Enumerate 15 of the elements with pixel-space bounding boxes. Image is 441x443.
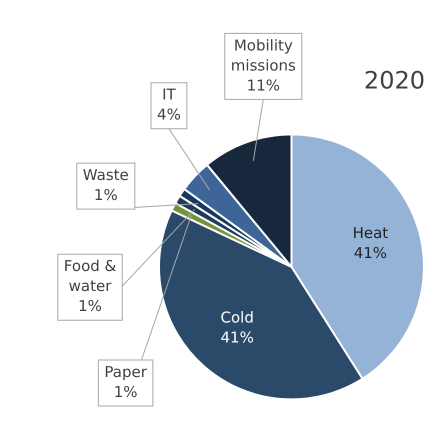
slice-label: Heat bbox=[352, 224, 388, 242]
data-label: 41% bbox=[220, 328, 254, 346]
slice-label: Paper bbox=[104, 362, 148, 381]
data-label: 1% bbox=[94, 186, 118, 204]
data-label: 1% bbox=[78, 297, 102, 316]
slice-label: Cold bbox=[220, 308, 254, 326]
data-label: 1% bbox=[114, 382, 138, 401]
slice-label: Waste bbox=[82, 166, 129, 184]
text: 2020 bbox=[364, 66, 425, 95]
slice-label: IT bbox=[162, 86, 177, 104]
data-label: 41% bbox=[354, 244, 388, 262]
data-label: 4% bbox=[157, 106, 181, 124]
data-label: 11% bbox=[246, 76, 280, 94]
slice-label: Food & water bbox=[64, 257, 117, 296]
slice-label: Mobility missions bbox=[230, 36, 296, 74]
